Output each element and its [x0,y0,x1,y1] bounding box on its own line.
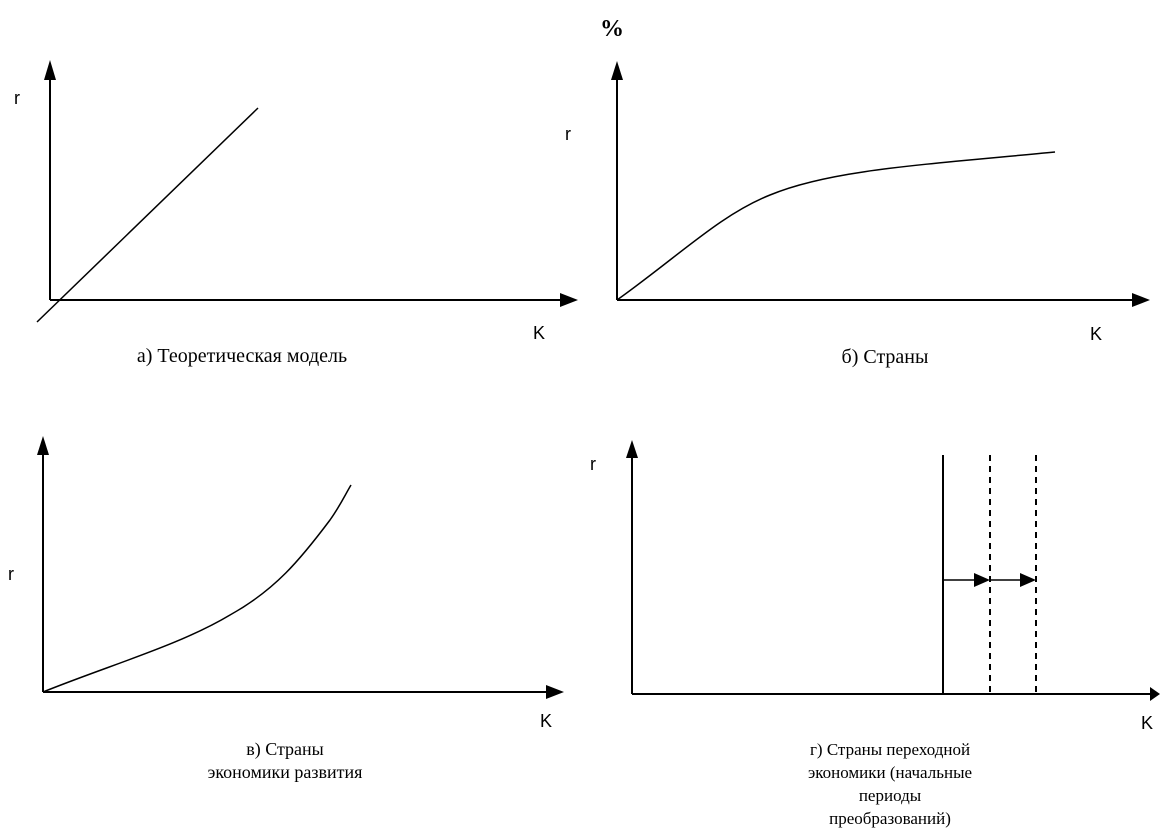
panel-a-y-label: r [14,88,20,108]
panel-g-x-arrow [1150,687,1160,701]
panel-a-x-label: K [533,323,545,343]
panel-b-y-label: r [565,124,571,144]
panel-v: r K [8,436,564,731]
panel-g-caption-line-3: периоды [858,786,922,805]
panel-g: r K [590,440,1160,733]
panel-g-caption-line-4: преобразований) [829,809,951,828]
panel-b-caption: б) Страны [760,346,1010,369]
panel-a-line [36,107,259,323]
panel-v-y-arrow [37,436,49,455]
panel-b-x-arrow [1132,293,1150,307]
panel-b: % r K [565,16,1150,344]
panel-g-x-label: K [1141,713,1153,733]
panel-a: r K [14,60,578,343]
panel-g-shift-arrowhead-2 [1020,573,1036,587]
panel-g-caption: г) Страны переходной экономики (начальны… [730,738,1050,830]
panel-v-caption: в) Страны экономики развития [110,738,460,784]
panel-a-x-arrow [560,293,578,307]
panel-a-caption-text: а) Теоретическая модель [136,345,348,367]
panel-a-y-arrow [44,60,56,80]
panel-g-caption-line-1: г) Страны переходной [809,740,971,759]
panel-v-caption-line-2: экономики развития [207,762,363,782]
panel-a-caption: а) Теоретическая модель [62,345,422,368]
panel-b-caption-text: б) Страны [841,346,929,368]
panel-g-shift-arrowhead-1 [974,573,990,587]
panel-v-x-arrow [546,685,564,699]
panel-v-x-label: K [540,711,552,731]
panel-g-y-arrow [626,440,638,458]
panel-v-y-label: r [8,564,14,584]
panel-g-caption-line-2: экономики (начальные [807,763,973,782]
panel-v-caption-line-1: в) Страны [246,739,324,759]
panel-b-curve [616,151,1056,301]
panel-b-y-arrow [611,61,623,80]
panel-v-curve [42,484,352,693]
panel-g-y-label: r [590,454,596,474]
panel-b-x-label: K [1090,324,1102,344]
panel-b-percent-label: % [600,16,624,42]
